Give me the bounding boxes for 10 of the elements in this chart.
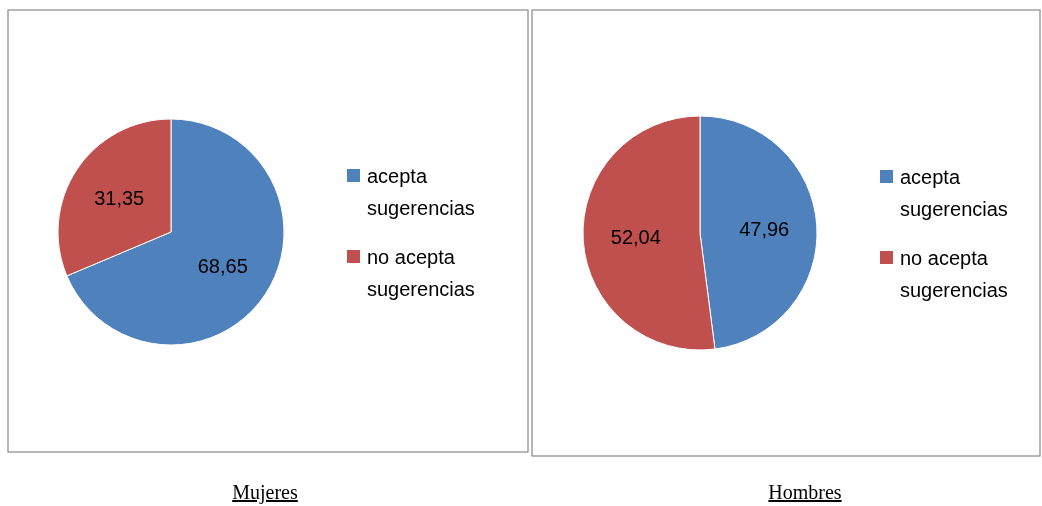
data-label: 31,35 (94, 186, 145, 209)
legend-label: acepta sugerencias (367, 165, 475, 219)
text: Hombres (768, 481, 842, 503)
data-label: 47,96 (739, 217, 790, 240)
legend-label: acepta sugerencias (900, 166, 1008, 220)
data-label: 68,65 (197, 255, 248, 278)
data-label: 52,04 (610, 226, 661, 249)
text: Mujeres (232, 481, 298, 504)
legend-label: no acepta sugerencias (367, 246, 475, 300)
legend-label: no acepta sugerencias (900, 247, 1008, 301)
